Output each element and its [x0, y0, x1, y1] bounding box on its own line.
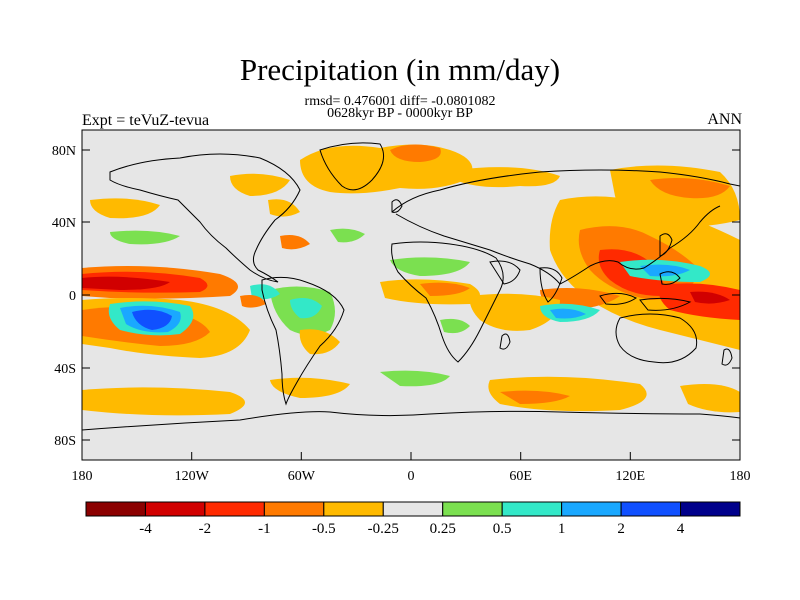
colorbar-label: 2 [617, 521, 625, 537]
colorbar-swatch [204, 501, 265, 517]
x-tick-label: 0 [408, 469, 415, 484]
colorbar-swatch [382, 501, 444, 517]
colorbar-label: -1 [258, 521, 271, 537]
colorbar-label: 1 [558, 521, 566, 537]
x-tick-label: 60W [288, 469, 316, 484]
x-tick-label: 180 [72, 469, 93, 484]
y-tick-label: 0 [69, 289, 76, 304]
experiment-label: Expt = teVuZ-tevua [82, 112, 210, 129]
x-tick-label: 60E [509, 469, 532, 484]
colorbar: -4 -2 -1 -0.5 -0.25 0.25 0.5 1 2 4 [85, 501, 741, 537]
colorbar-swatch [442, 501, 503, 517]
y-tick-label: 40S [54, 362, 76, 377]
colorbar-swatch [561, 501, 622, 517]
stats-line: rmsd= 0.476001 diff= -0.0801082 [304, 94, 496, 109]
y-tick-marks [82, 149, 740, 441]
x-tick-label: 120W [175, 469, 210, 484]
colorbar-label: -2 [199, 521, 212, 537]
colorbar-swatch [680, 501, 741, 517]
colorbar-label: 0.5 [493, 521, 512, 537]
colorbar-label: -0.25 [368, 521, 399, 537]
season-label: ANN [707, 111, 742, 128]
y-tick-label: 80N [52, 144, 76, 159]
coastlines [82, 142, 740, 431]
colorbar-label: -0.5 [312, 521, 336, 537]
anomaly-field [82, 130, 740, 460]
colorbar-label: 0.25 [430, 521, 456, 537]
x-tick-marks [81, 452, 741, 460]
colorbar-swatch [501, 501, 563, 517]
colorbar-swatch [85, 501, 146, 517]
colorbar-swatch [263, 501, 325, 517]
colorbar-label: 4 [677, 521, 685, 537]
period-line: 0628kyr BP - 0000kyr BP [327, 106, 473, 121]
y-tick-label: 80S [54, 434, 76, 449]
colorbar-swatch [323, 501, 384, 517]
x-tick-label: 180 [730, 469, 751, 484]
colorbar-swatch [144, 501, 206, 517]
y-tick-label: 40N [52, 216, 76, 231]
x-tick-label: 120E [616, 469, 646, 484]
plot-title: Precipitation (in mm/day) [239, 52, 561, 87]
colorbar-swatch [620, 501, 682, 517]
colorbar-label: -4 [139, 521, 152, 537]
